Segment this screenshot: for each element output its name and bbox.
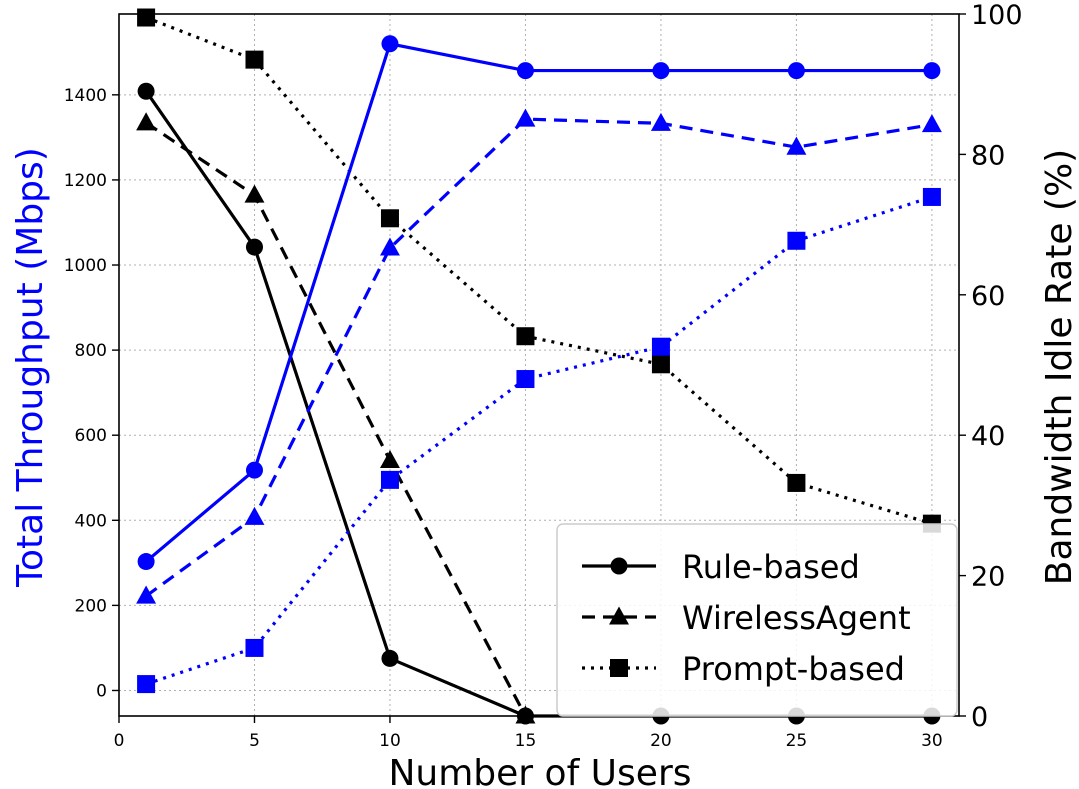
marker-prompt-based-idle-rate [787, 473, 806, 492]
right-y-tick-label: 80 [971, 140, 1005, 171]
marker-prompt-based-idle-rate [380, 209, 399, 228]
marker-wirelessagent-throughput [515, 108, 536, 127]
line-prompt-based-idle-rate [145, 16, 933, 526]
marker-prompt-based-idle-rate [516, 327, 535, 346]
marker-rule-based-throughput [652, 62, 670, 80]
legend-marker-rule-based [610, 557, 628, 575]
x-tick-label: 10 [379, 731, 401, 751]
marker-prompt-based-throughput [651, 337, 670, 356]
marker-rule-based-throughput [137, 553, 155, 571]
line-wirelessagent-idle-rate [145, 121, 527, 717]
marker-prompt-based-idle-rate [651, 355, 670, 374]
axes: 0 5 10 15 20 25 30 0 200 400 600 800 1000 1200 1400 0 20… [64, 0, 1023, 751]
x-tick-label: 15 [515, 731, 537, 751]
legend-label-rule-based: Rule-based [682, 548, 860, 586]
marker-prompt-based-throughput [787, 231, 806, 250]
left-y-axis-label: Total Throughput (Mbps) [10, 147, 51, 588]
marker-wirelessagent-throughput [921, 114, 942, 133]
marker-prompt-based-throughput [922, 187, 941, 206]
marker-rule-based-throughput [516, 62, 534, 80]
marker-wirelessagent-idle-rate [244, 184, 265, 203]
marker-prompt-based-throughput [516, 370, 535, 389]
left-y-tick-label: 800 [75, 341, 107, 361]
x-tick-label: 5 [249, 731, 260, 751]
left-y-tick-label: 0 [96, 681, 107, 701]
left-y-tick-label: 400 [75, 511, 107, 531]
marker-rule-based-idle-rate [381, 649, 399, 667]
x-tick-label: 25 [786, 731, 808, 751]
legend-label-prompt-based: Prompt-based [682, 650, 905, 688]
right-y-tick-label: 20 [971, 562, 1005, 593]
right-y-tick-label: 0 [971, 702, 988, 733]
marker-rule-based-throughput [787, 62, 805, 80]
x-tick-label: 20 [650, 731, 672, 751]
marker-prompt-based-idle-rate [137, 8, 156, 27]
marker-wirelessagent-idle-rate [515, 705, 536, 724]
x-tick-label: 0 [114, 731, 125, 751]
marker-wirelessagent-throughput [244, 506, 265, 525]
legend-marker-wirelessagent [609, 606, 629, 625]
marker-wirelessagent-idle-rate [379, 449, 400, 469]
marker-wirelessagent-throughput [786, 136, 807, 155]
legend-label-wirelessagent: WirelessAgent [682, 599, 911, 637]
marker-rule-based-throughput [381, 35, 399, 53]
marker-rule-based-throughput [923, 62, 941, 80]
left-y-tick-label: 200 [75, 596, 107, 616]
right-y-tick-label: 100 [971, 0, 1023, 31]
marker-prompt-based-idle-rate [245, 50, 264, 69]
marker-wirelessagent-idle-rate [136, 112, 157, 131]
right-y-tick-label: 40 [971, 421, 1005, 452]
marker-rule-based-idle-rate [137, 82, 155, 100]
right-y-axis-label: Bandwidth Idle Rate (%) [1039, 149, 1079, 585]
line-rule-based-throughput [145, 42, 932, 563]
left-y-tick-label: 1400 [64, 86, 107, 106]
marker-prompt-based-throughput [137, 675, 156, 694]
marker-rule-based-throughput [245, 461, 263, 479]
right-y-tick-label: 60 [971, 281, 1005, 312]
marker-wirelessagent-throughput [379, 237, 400, 256]
marker-prompt-based-throughput [245, 638, 264, 657]
left-y-tick-label: 600 [75, 426, 107, 446]
plot-frame [118, 13, 960, 717]
marker-rule-based-idle-rate [245, 238, 263, 256]
left-y-tick-label: 1200 [64, 171, 107, 191]
legend: Rule-based WirelessAgent Prompt-based [556, 523, 958, 717]
legend-box [556, 523, 958, 717]
marker-wirelessagent-throughput [136, 585, 157, 604]
legend-marker-prompt-based [610, 659, 628, 677]
marker-prompt-based-throughput [380, 470, 399, 489]
left-y-tick-label: 1000 [64, 256, 107, 276]
x-tick-label: 30 [921, 731, 943, 751]
x-axis-label: Number of Users [388, 753, 691, 789]
marker-wirelessagent-throughput [650, 112, 671, 131]
